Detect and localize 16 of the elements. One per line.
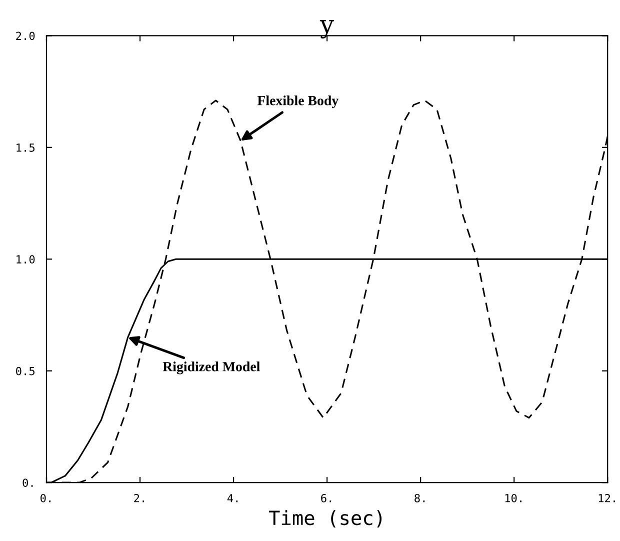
y-tick-label: 1.0 [16,255,35,264]
y-tick-label: 1.5 [16,144,34,152]
x-tick-label: 2. [134,494,144,502]
y-tick-label: 2.0 [16,32,35,40]
x-tick-label: 8. [414,494,425,502]
chart-title: y [320,20,334,38]
x-axis-title: Time (sec) [268,510,382,528]
y-tick-label: 0. [22,478,33,487]
x-tick-label: 4. [227,494,238,502]
x-tick-label: 6. [321,494,332,502]
x-tick-label: 10. [505,494,522,502]
x-tick-label: 0. [40,494,51,502]
annotation: Rigidized Model [162,362,260,374]
y-tick-label: 0.5 [16,366,34,376]
annotation: Flexible Body [257,96,338,108]
x-tick-label: 12. [598,494,615,502]
